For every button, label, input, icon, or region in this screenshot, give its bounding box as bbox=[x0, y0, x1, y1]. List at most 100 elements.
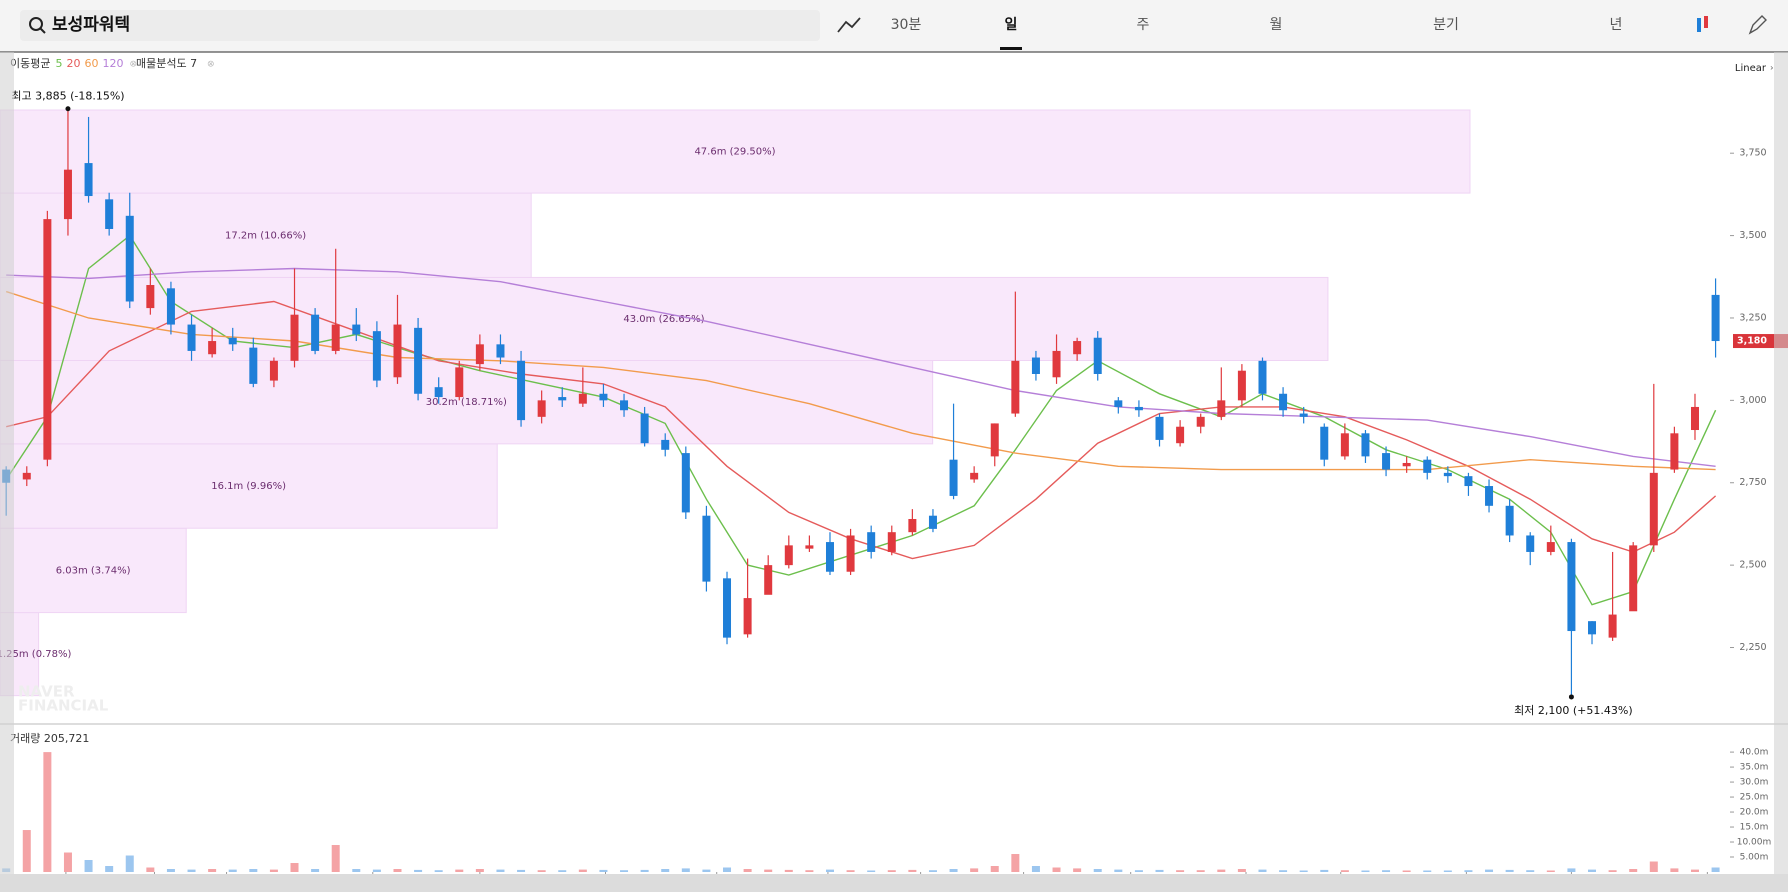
volume-bar bbox=[166, 869, 175, 872]
pencil-icon[interactable] bbox=[1748, 15, 1767, 35]
volume-label: 거래량 205,721 bbox=[10, 732, 89, 745]
candle-body bbox=[311, 314, 320, 351]
y-tick-label: 2,750 bbox=[1739, 477, 1766, 488]
legend-entry[interactable]: 120 bbox=[102, 57, 123, 70]
volume-bar bbox=[1649, 861, 1658, 872]
search-text[interactable]: 보성파워텍 bbox=[52, 15, 130, 35]
volume-bar bbox=[1031, 866, 1040, 872]
profile-legend[interactable]: 매물분석도 7 bbox=[136, 57, 197, 70]
candle-body bbox=[1114, 400, 1123, 407]
volume-bar bbox=[496, 869, 505, 872]
candle-body bbox=[187, 324, 196, 351]
candle-body bbox=[228, 337, 237, 345]
candle-body bbox=[434, 387, 443, 398]
candle-body bbox=[208, 341, 217, 355]
volume-bar bbox=[784, 869, 793, 872]
volume-profile-label: 47.6m (29.50%) bbox=[694, 147, 775, 158]
candle-body bbox=[1093, 337, 1102, 374]
y-tick-label: 3,000 bbox=[1739, 395, 1766, 406]
volume-bar bbox=[970, 868, 979, 872]
legend-entry[interactable]: 60 bbox=[84, 57, 98, 70]
chart-type-icon[interactable] bbox=[1697, 18, 1701, 32]
legend-entry[interactable]: 20 bbox=[66, 57, 80, 70]
tab[interactable]: 분기 bbox=[1433, 17, 1459, 33]
candle-body bbox=[661, 439, 670, 450]
volume-bar bbox=[558, 870, 567, 872]
candle-body bbox=[475, 344, 484, 365]
candle-body bbox=[84, 163, 93, 197]
candle-body bbox=[1505, 505, 1514, 536]
search-box[interactable] bbox=[20, 10, 820, 41]
candle-body bbox=[63, 169, 72, 220]
volume-profile-bar bbox=[0, 359, 934, 445]
candle-body bbox=[887, 532, 896, 552]
volume-bar bbox=[1382, 870, 1391, 872]
candle-body bbox=[249, 347, 258, 384]
volume-bar bbox=[681, 868, 690, 872]
volume-bar bbox=[146, 867, 155, 872]
candle-body bbox=[290, 314, 299, 361]
candle-body bbox=[393, 324, 402, 378]
volume-y-tick-label: 5.00m bbox=[1740, 853, 1769, 863]
volume-profile-bar bbox=[0, 109, 1471, 194]
volume-bar bbox=[620, 870, 629, 872]
volume-bar bbox=[1711, 867, 1720, 872]
volume-bar bbox=[311, 869, 320, 872]
tab[interactable]: 30분 bbox=[891, 17, 922, 33]
y-tick-label: 2,250 bbox=[1739, 642, 1766, 653]
volume-bar bbox=[990, 866, 999, 872]
volume-bar bbox=[825, 869, 834, 872]
y-tick-label: 3,500 bbox=[1739, 230, 1766, 241]
y-tick-label: 3,250 bbox=[1739, 312, 1766, 323]
candle-body bbox=[1423, 459, 1432, 473]
volume-bar bbox=[475, 869, 484, 872]
volume-bar bbox=[352, 869, 361, 872]
candle-body bbox=[517, 360, 526, 421]
volume-profile-label: 43.0m (26.65%) bbox=[623, 314, 704, 325]
candle-body bbox=[764, 565, 773, 595]
candle-body bbox=[1402, 462, 1411, 467]
volume-bar bbox=[1299, 870, 1308, 872]
volume-bar bbox=[208, 869, 217, 872]
tab[interactable]: 월 bbox=[1270, 17, 1283, 33]
volume-bar bbox=[1443, 870, 1452, 872]
volume-y-tick-label: 30.0m bbox=[1740, 778, 1769, 788]
candle-body bbox=[723, 578, 732, 638]
volume-bar bbox=[1546, 870, 1555, 872]
candle-body bbox=[640, 413, 649, 444]
close-icon[interactable]: ⊗ bbox=[207, 60, 215, 70]
candle-body bbox=[22, 472, 31, 480]
candle-body bbox=[970, 472, 979, 480]
volume-bar bbox=[1155, 869, 1164, 872]
volume-bar bbox=[1093, 869, 1102, 872]
annotation-point bbox=[65, 106, 71, 112]
candle-body bbox=[1176, 426, 1185, 444]
tab[interactable]: 일 bbox=[1005, 17, 1018, 33]
candle-body bbox=[1485, 486, 1494, 506]
indicator-icon[interactable] bbox=[837, 17, 861, 33]
volume-bar bbox=[640, 869, 649, 872]
scale-mode[interactable]: Linear bbox=[1735, 63, 1767, 74]
search-icon bbox=[39, 27, 46, 34]
candle-body bbox=[1464, 476, 1473, 487]
volume-bar bbox=[125, 855, 134, 872]
candle-body bbox=[805, 545, 814, 549]
volume-bar bbox=[1402, 870, 1411, 872]
volume-bar bbox=[1320, 869, 1329, 872]
legend-entry[interactable]: 5 bbox=[55, 57, 62, 70]
volume-bar bbox=[702, 869, 711, 872]
candle-body bbox=[1546, 542, 1555, 552]
volume-bar bbox=[1690, 869, 1699, 872]
volume-bar bbox=[599, 869, 608, 872]
candle-body bbox=[1258, 360, 1267, 394]
chart-type-icon[interactable] bbox=[1704, 16, 1708, 28]
tab[interactable]: 년 bbox=[1610, 17, 1623, 33]
volume-bar bbox=[1567, 868, 1576, 872]
candle-body bbox=[1031, 357, 1040, 374]
volume-bar bbox=[414, 869, 423, 872]
volume-bar bbox=[1608, 870, 1617, 872]
candle-body bbox=[1649, 472, 1658, 546]
candle-body bbox=[702, 515, 711, 582]
tab[interactable]: 주 bbox=[1137, 17, 1150, 33]
candle-body bbox=[1340, 433, 1349, 457]
